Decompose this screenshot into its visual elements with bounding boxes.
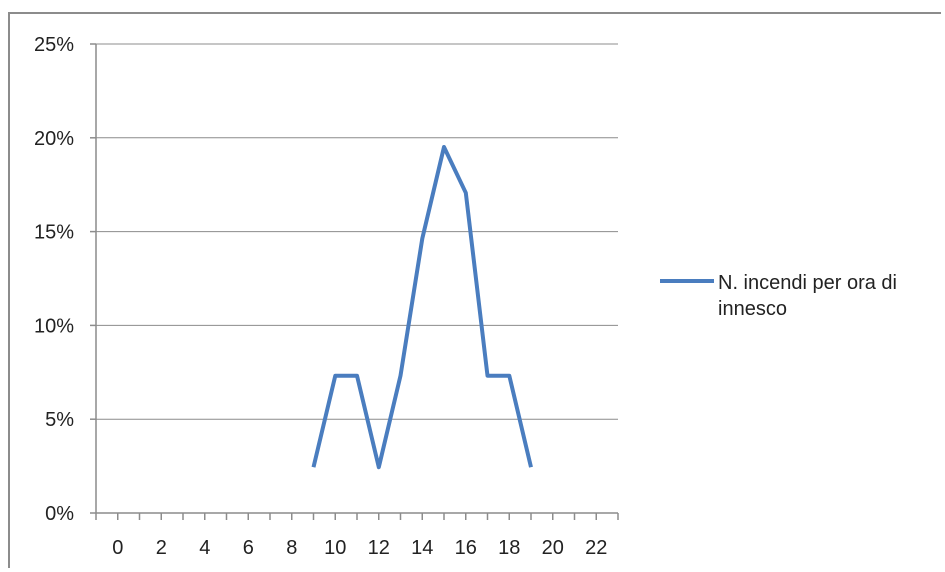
y-tick-label-4: 20% xyxy=(34,128,74,150)
y-tick-label-3: 15% xyxy=(34,222,74,244)
x-tick-label-6: 12 xyxy=(368,537,390,559)
y-tick-label-1: 5% xyxy=(45,409,74,431)
x-tick-label-9: 18 xyxy=(498,537,520,559)
x-tick-label-4: 8 xyxy=(286,537,297,559)
y-tick-label-2: 10% xyxy=(34,315,74,337)
x-tick-label-7: 14 xyxy=(411,537,433,559)
y-tick-label-0: 0% xyxy=(45,503,74,525)
x-tick-label-8: 16 xyxy=(455,537,477,559)
chart-frame xyxy=(8,12,941,568)
x-tick-label-2: 4 xyxy=(199,537,210,559)
y-tick-label-5: 25% xyxy=(34,34,74,56)
x-tick-label-10: 20 xyxy=(542,537,564,559)
x-tick-label-1: 2 xyxy=(156,537,167,559)
legend-line-swatch xyxy=(660,279,714,283)
x-tick-label-0: 0 xyxy=(112,537,123,559)
x-tick-label-5: 10 xyxy=(324,537,346,559)
x-tick-label-3: 6 xyxy=(243,537,254,559)
x-tick-label-11: 22 xyxy=(585,537,607,559)
legend-label: N. incendi per ora di innesco xyxy=(718,272,897,320)
